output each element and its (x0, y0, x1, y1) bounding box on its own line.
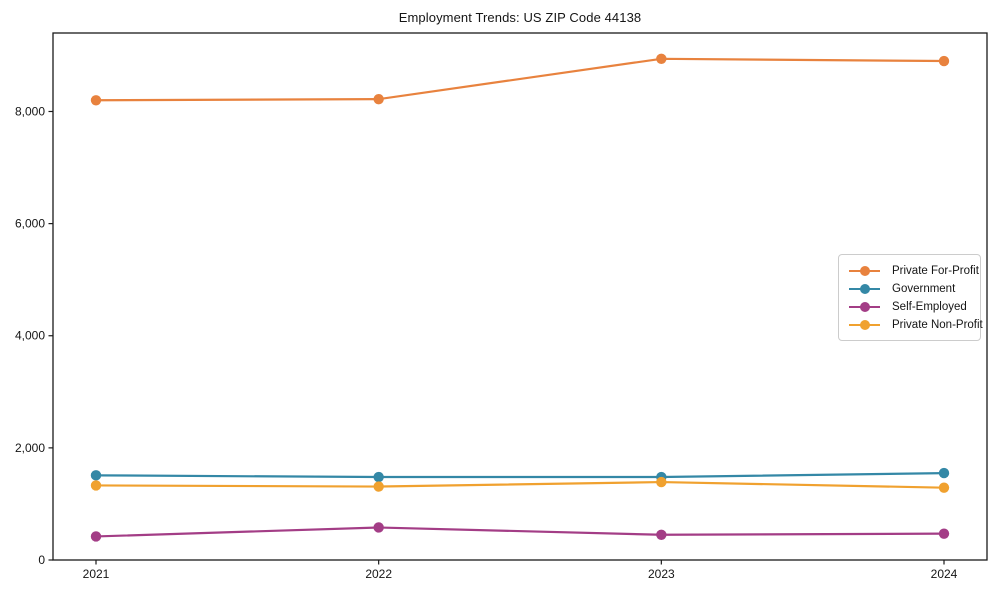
data-point (373, 471, 384, 483)
y-tick-label: 6,000 (15, 217, 45, 231)
data-point (938, 482, 950, 493)
data-point (938, 528, 950, 539)
data-point (373, 481, 384, 492)
legend-marker-icon (849, 319, 880, 331)
data-point (373, 93, 384, 105)
series-line (94, 472, 946, 479)
data-point (90, 480, 102, 491)
legend-marker-icon (849, 301, 880, 313)
legend-dot-icon (859, 319, 870, 330)
x-tick-label: 2023 (648, 567, 675, 581)
data-point (938, 467, 950, 479)
x-tick-label: 2021 (83, 567, 110, 581)
data-point (656, 476, 667, 488)
legend-label: Government (892, 282, 956, 295)
x-tick-label: 2024 (931, 567, 958, 581)
y-tick-label: 4,000 (15, 329, 45, 343)
legend-marker-icon (849, 283, 880, 295)
legend-row: Private For-Profit (849, 262, 979, 279)
data-point (373, 522, 384, 533)
data-point (938, 55, 950, 67)
legend-label: Private Non-Profit (892, 318, 983, 331)
y-tick-label: 2,000 (15, 441, 45, 455)
data-point (90, 531, 102, 542)
legend-label: Self-Employed (892, 300, 967, 313)
series-line (94, 526, 946, 538)
x-tick-label: 2022 (365, 567, 392, 581)
y-tick-label: 8,000 (15, 104, 45, 118)
series-line (94, 57, 946, 102)
data-point (656, 53, 667, 64)
y-tick-label: 0 (38, 553, 45, 567)
legend-row: Private Non-Profit (849, 316, 983, 333)
axes-frame (52, 32, 988, 561)
legend-marker-icon (849, 265, 880, 277)
chart-legend: Private For-Profit Government Self-Emplo… (838, 254, 983, 341)
legend-dot-icon (859, 283, 870, 294)
data-point (90, 470, 102, 481)
legend-row: Government (849, 280, 972, 297)
chart-title: Employment Trends: US ZIP Code 44138 (398, 10, 642, 25)
legend-dot-icon (859, 265, 870, 276)
series-line (94, 480, 946, 489)
legend-label: Private For-Profit (892, 264, 979, 277)
legend-dot-icon (859, 301, 870, 312)
legend-row: Self-Employed (849, 298, 972, 315)
data-point (90, 95, 102, 106)
data-point (656, 529, 667, 540)
